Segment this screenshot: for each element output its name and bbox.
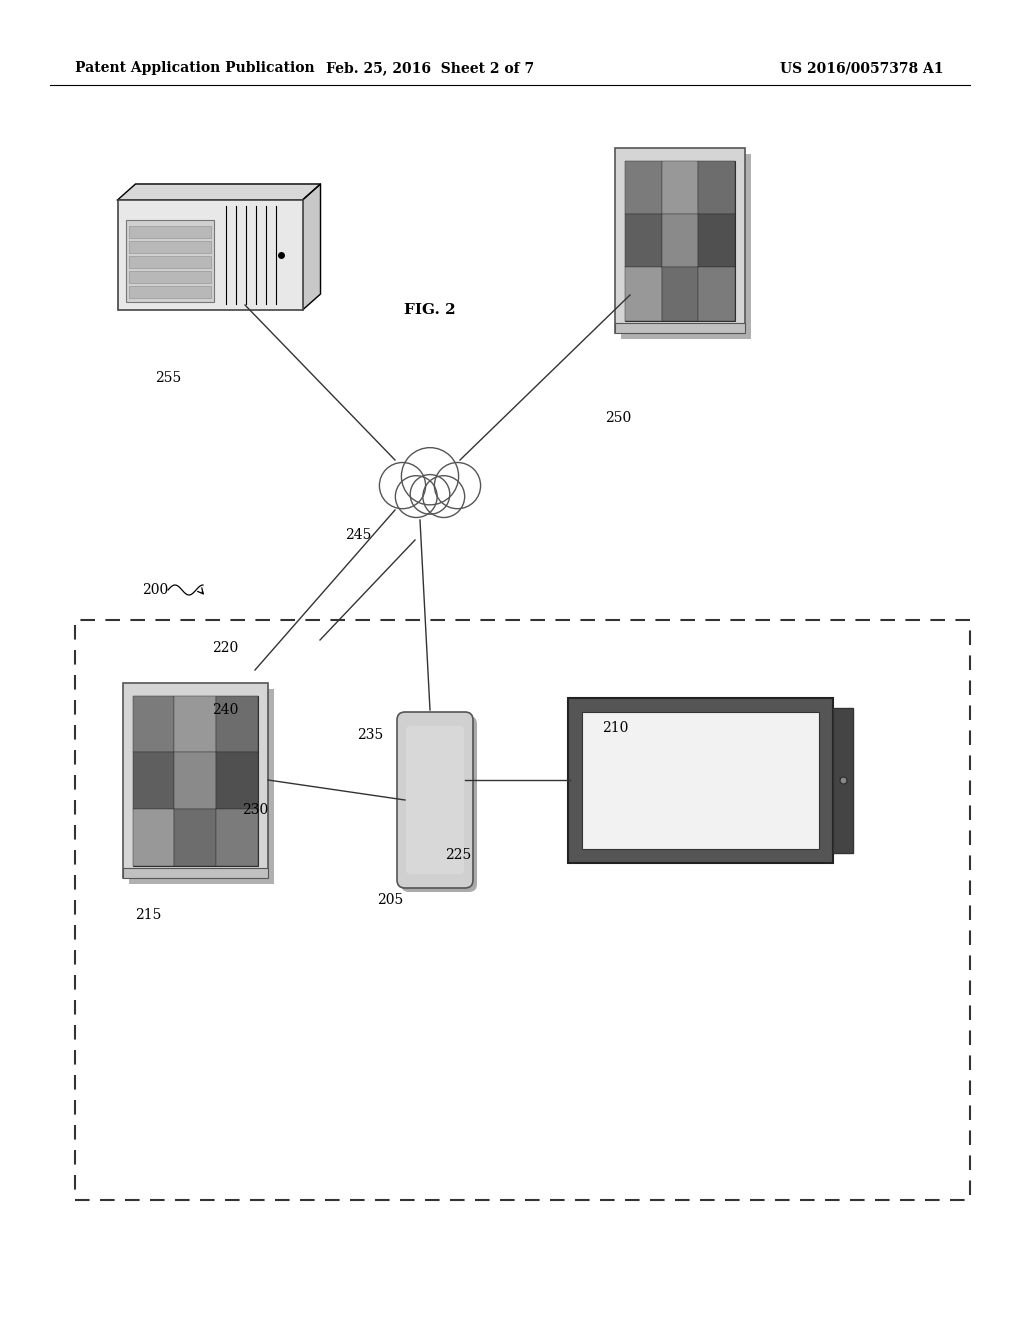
Circle shape — [411, 475, 450, 515]
Bar — [216, 809, 257, 866]
Bar — [128, 689, 273, 883]
Text: 220: 220 — [212, 642, 239, 655]
Bar — [174, 809, 216, 866]
Text: US 2016/0057378 A1: US 2016/0057378 A1 — [780, 61, 943, 75]
Circle shape — [423, 475, 465, 517]
Text: 255: 255 — [155, 371, 181, 385]
Bar — [132, 696, 174, 752]
Polygon shape — [118, 183, 321, 201]
Bar — [174, 696, 216, 752]
Text: Patent Application Publication: Patent Application Publication — [75, 61, 314, 75]
Text: 205: 205 — [377, 894, 403, 907]
FancyBboxPatch shape — [401, 715, 477, 892]
Text: 210: 210 — [602, 721, 628, 735]
Bar — [625, 267, 662, 321]
Circle shape — [401, 447, 459, 504]
Bar — [132, 696, 257, 866]
Text: 215: 215 — [135, 908, 161, 921]
Bar — [123, 682, 267, 878]
Bar — [128, 286, 211, 298]
Bar — [216, 696, 257, 752]
Bar — [621, 153, 751, 338]
Text: Feb. 25, 2016  Sheet 2 of 7: Feb. 25, 2016 Sheet 2 of 7 — [326, 61, 535, 75]
Bar — [698, 161, 735, 214]
Bar — [698, 267, 735, 321]
Bar — [698, 214, 735, 267]
Bar — [625, 161, 662, 214]
Text: 235: 235 — [357, 729, 383, 742]
Bar — [174, 752, 216, 809]
Bar — [582, 711, 818, 849]
Text: FIG. 2: FIG. 2 — [404, 304, 456, 317]
Bar — [128, 242, 211, 253]
Text: 230: 230 — [242, 803, 268, 817]
Text: 250: 250 — [605, 411, 631, 425]
FancyBboxPatch shape — [397, 711, 473, 888]
Bar — [625, 214, 662, 267]
Bar — [75, 620, 970, 1200]
Text: 225: 225 — [444, 847, 471, 862]
Bar — [625, 161, 735, 321]
Bar — [216, 752, 257, 809]
Bar — [132, 809, 174, 866]
Bar — [128, 256, 211, 268]
FancyBboxPatch shape — [406, 726, 464, 874]
Bar — [567, 697, 833, 862]
Bar — [123, 867, 267, 878]
Bar — [615, 148, 745, 333]
Text: 245: 245 — [345, 528, 371, 543]
Bar — [662, 161, 698, 214]
Bar — [662, 214, 698, 267]
Bar — [662, 267, 698, 321]
Circle shape — [380, 462, 426, 508]
Bar — [118, 201, 302, 310]
Polygon shape — [302, 183, 321, 310]
Circle shape — [434, 462, 480, 508]
Bar — [126, 219, 214, 302]
Bar — [833, 708, 853, 853]
Text: 240: 240 — [212, 704, 239, 717]
Bar — [132, 752, 174, 809]
Text: 200: 200 — [142, 583, 168, 597]
Bar — [615, 322, 745, 333]
Circle shape — [395, 475, 437, 517]
Bar — [128, 226, 211, 238]
Bar — [128, 271, 211, 282]
